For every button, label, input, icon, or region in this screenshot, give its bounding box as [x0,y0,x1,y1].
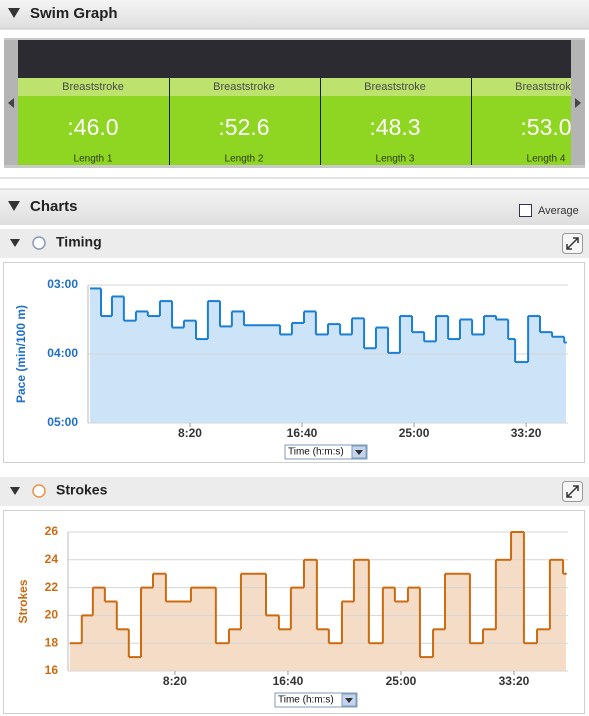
collapse-toggle[interactable] [10,487,20,495]
y-tick-label: 05:00 [47,415,78,429]
collapse-toggle[interactable] [8,8,20,18]
collapse-toggle[interactable] [8,201,20,211]
x-tick-label: 8:20 [163,674,187,688]
card-band [471,78,571,96]
y-tick-label: 16 [45,663,59,677]
length-time: :53.0 [520,114,571,140]
x-tick-label: 16:40 [287,426,318,440]
stroke-type: Breaststroke [213,81,275,93]
card-band [169,78,320,96]
stroke-type: Breaststroke [364,81,426,93]
chart-icon [32,484,46,498]
length-label: Length 4 [527,154,566,165]
length-time: :46.0 [67,114,118,140]
y-tick-label: 20 [45,608,59,622]
step-end [564,341,567,344]
y-tick-label: 03:00 [47,277,78,291]
x-tick-label: 8:20 [178,426,202,440]
y-tick-label: 18 [45,635,59,649]
checkbox-label: Average [538,205,579,217]
area-fill [69,532,566,671]
length-time: :52.6 [218,114,269,140]
chart-icon [32,236,46,250]
y-tick-label: 04:00 [47,346,78,360]
length-label: Length 1 [74,154,113,165]
x-tick-label: 16:40 [273,674,304,688]
section-header [0,0,589,29]
step-riser [99,288,566,363]
x-axis-select-text: Time (h:m:s) [288,447,344,458]
x-tick-label: 33:20 [499,674,530,688]
section-title: Charts [30,198,78,215]
section-title: Swim Graph [30,5,118,22]
collapse-toggle[interactable] [10,239,20,247]
x-tick-label: 25:00 [399,426,430,440]
area-fill [90,288,566,423]
dark-bar [18,40,571,78]
select-arrow [355,450,363,455]
arrow-left [8,98,14,108]
x-tick-label: 33:20 [511,426,542,440]
card-band [18,78,169,96]
length-label: Length 3 [376,154,415,165]
card-band [320,78,471,96]
step-end [564,572,567,575]
length-time: :48.3 [369,114,420,140]
cards: Breaststroke :46.0 Length 1 Breaststroke :52… [18,78,577,165]
y-tick-label: 24 [45,552,59,566]
x-axis-select-text: Time (h:m:s) [278,695,334,706]
x-axis-select[interactable] [284,444,368,460]
chart-title: Strokes [56,482,108,498]
expand-icon [566,485,579,498]
select-arrow [345,698,353,703]
y-tick-label: 22 [45,580,59,594]
chart-title: Timing [56,234,102,250]
y-axis-label: Pace (min/100 m) [14,305,28,403]
subheader [0,477,589,506]
section-header [0,189,589,225]
x-axis-select[interactable] [274,692,358,708]
length-label: Length 2 [225,154,264,165]
subheader [0,229,589,258]
stroke-type: Breaststroke [62,81,124,93]
expand-icon [566,237,579,250]
arrow-right [575,98,581,108]
x-tick-label: 25:00 [386,674,417,688]
y-tick-label: 26 [45,524,59,538]
y-axis-label: Strokes [16,579,30,623]
average-checkbox[interactable] [519,204,532,217]
stroke-type: Breaststroke [515,81,577,93]
step-riser [80,532,565,658]
